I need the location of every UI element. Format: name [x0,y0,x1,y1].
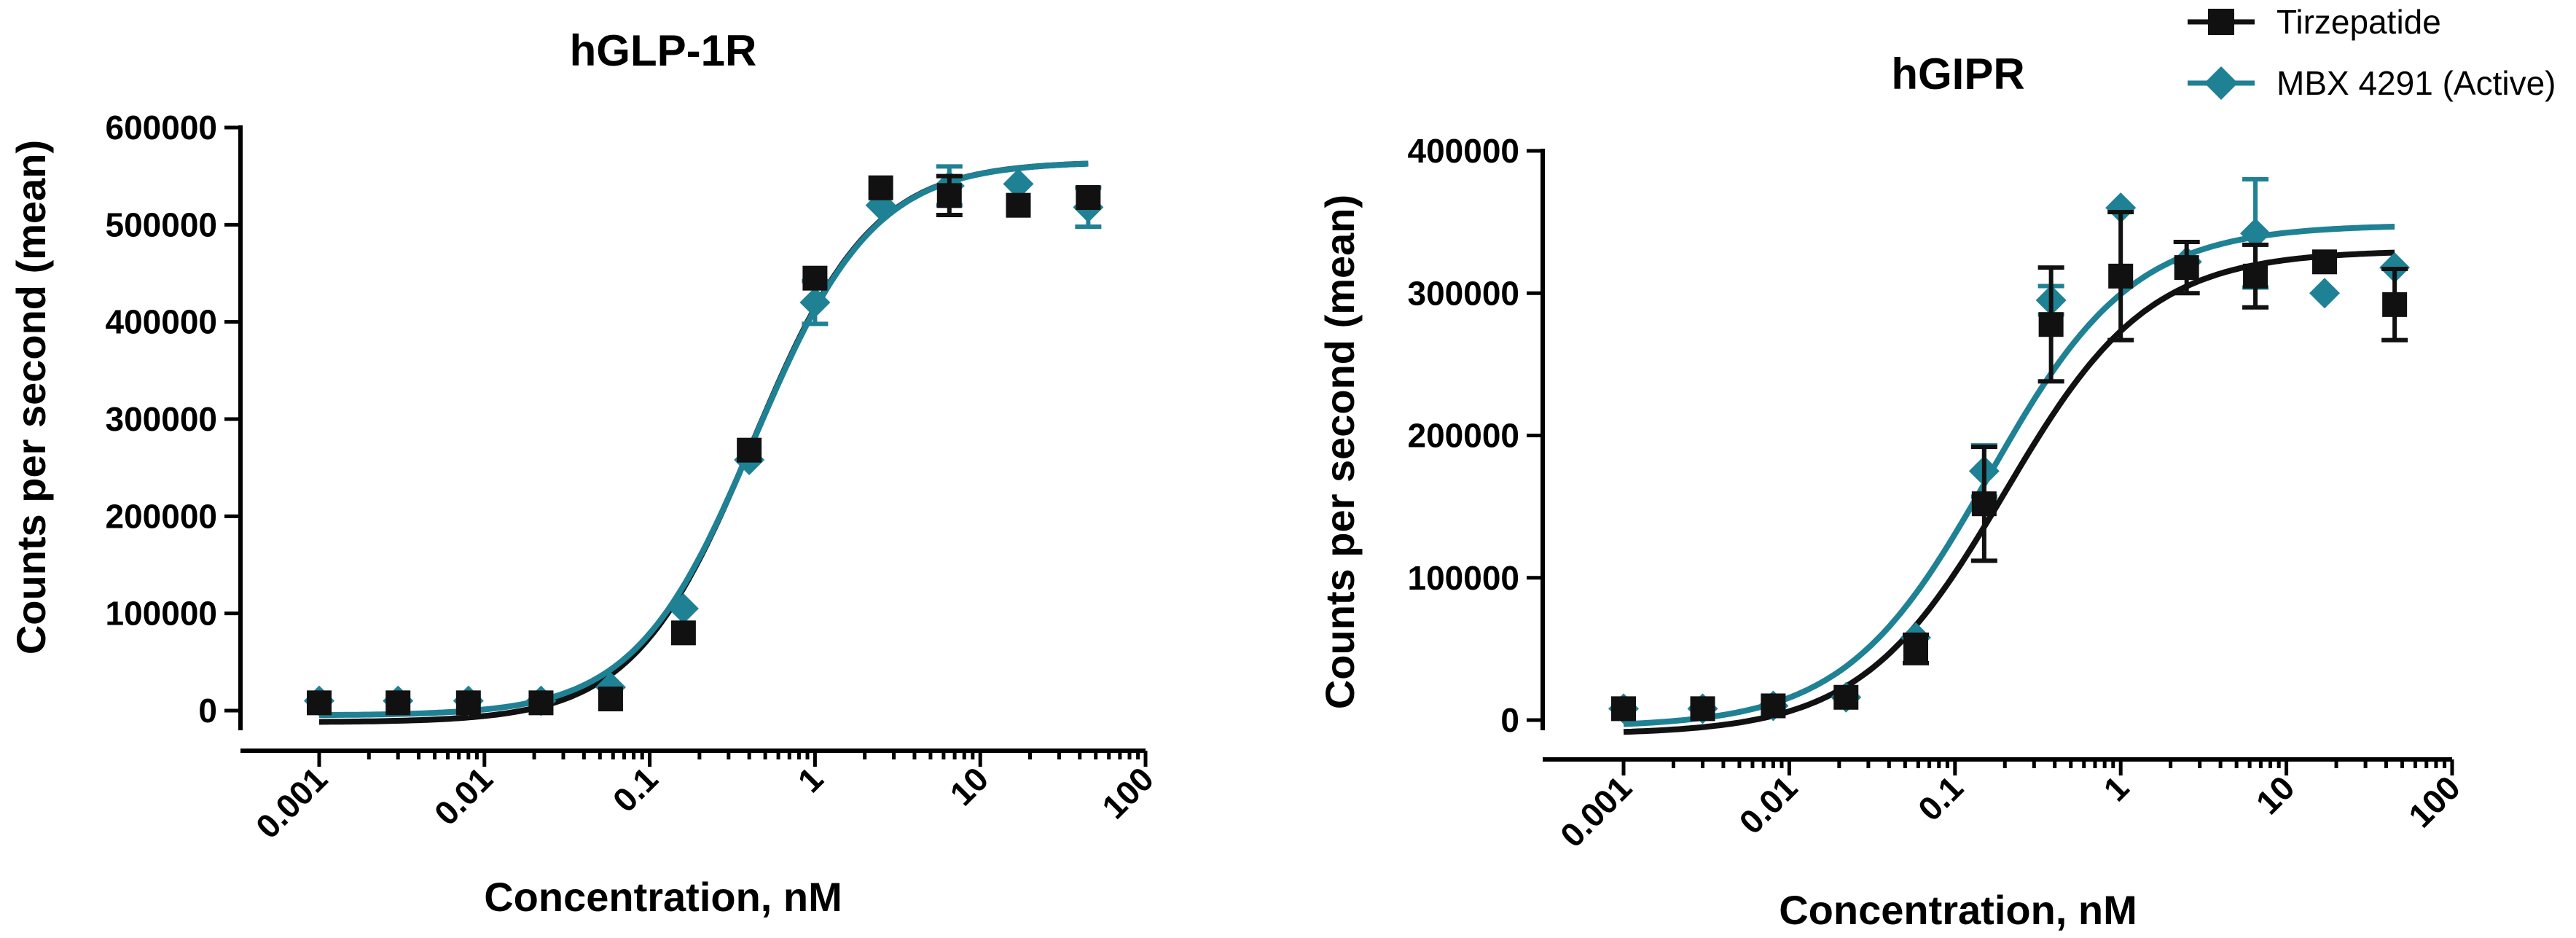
point-tirzepatide [936,183,962,208]
y-tick-label: 400000 [1408,132,1520,170]
point-tirzepatide [1611,696,1636,722]
legend-label-mbx4291: MBX 4291 (Active) [2276,64,2556,102]
x-tick-label: 100 [1095,759,1161,826]
point-tirzepatide [598,687,623,711]
point-tirzepatide [2174,255,2199,281]
x-tick-label: 0.01 [1731,768,1804,841]
point-tirzepatide [802,265,828,291]
point-tirzepatide [1076,185,1101,210]
point-tirzepatide [2243,263,2268,289]
x-tick-label: 0.01 [427,759,500,832]
y-tick-label: 300000 [106,400,218,438]
plot-area: 0 100000 200000 300000 400000 0.001 0.01 0.1 1 10… [1408,132,2468,854]
point-tirzepatide [307,690,332,716]
fit-curve-tirzepatide [1623,249,2395,735]
point-tirzepatide [1761,693,1786,719]
y-axis-label: Counts per second (mean) [8,140,54,654]
point-tirzepatide [2312,249,2338,275]
chart-title: hGLP-1R [570,26,757,75]
point-tirzepatide [2382,292,2408,317]
y-axis-label: Counts per second (mean) [1317,195,1363,709]
point-mbx-4291-active- [2240,218,2271,249]
x-tick-label: 1 [2096,768,2136,808]
point-mbx-4291-active- [668,593,699,624]
point-tirzepatide [1006,192,1031,218]
point-tirzepatide [1971,491,1997,517]
y-tick-label: 0 [1500,701,1519,739]
y-tick-label: 200000 [1408,417,1520,455]
point-mbx-4291-active- [2309,278,2341,309]
x-axis-label: Concentration, nM [1779,887,2137,933]
x-tick-label: 100 [2401,768,2467,835]
point-tirzepatide [868,175,893,200]
point-mbx-4291-active- [1003,168,1034,200]
x-tick-label: 0.1 [1911,768,1970,828]
point-tirzepatide [1833,684,1859,710]
fit-curve-tirzepatide [318,160,1089,725]
fit-curve-mbx-4291-active- [319,160,1089,719]
x-axis-label: Concentration, nM [484,874,842,920]
point-tirzepatide [1903,636,1929,662]
chart-hgipr: hGIPR Concentration, nM Counts per secon… [1317,50,2467,933]
legend-entry-tirzepatide: Tirzepatide [2188,3,2441,41]
point-tirzepatide [1690,696,1715,722]
point-tirzepatide [528,690,554,716]
point-tirzepatide [670,620,696,646]
point-mbx-4291-active- [2105,192,2137,224]
x-tick-label: 0.001 [248,759,334,845]
y-tick-label: 400000 [106,303,218,341]
y-tick-label: 100000 [1408,559,1520,597]
y-tick-label: 500000 [106,206,218,243]
y-tick-label: 600000 [106,109,218,146]
point-tirzepatide [2038,312,2064,337]
point-mbx-4291-active- [799,287,831,318]
point-tirzepatide [737,437,762,463]
chart-title: hGIPR [1891,50,2024,98]
fit-curve-mbx-4291-active- [1623,224,2395,727]
x-tick-label: 10 [942,759,995,813]
legend: Tirzepatide MBX 4291 (Active) [2188,3,2556,102]
x-tick-label: 1 [791,759,831,800]
legend-marker-diamond [2204,66,2238,100]
y-tick-label: 100000 [106,595,218,633]
x-tick-label: 10 [2249,768,2302,821]
x-tick-label: 0.001 [1553,768,1639,854]
y-tick-label: 0 [198,692,217,730]
point-tirzepatide [385,690,411,716]
y-tick-label: 200000 [106,497,218,535]
legend-entry-mbx4291: MBX 4291 (Active) [2188,64,2556,102]
plot-area: 0 100000 200000 300000 400000 500000 600000 0.0… [106,109,1162,845]
point-tirzepatide [2108,263,2134,289]
legend-marker-square [2208,9,2234,35]
chart-hglp1r: hGLP-1R Concentration, nM Counts per sec… [8,26,1161,920]
x-tick-label: 0.1 [606,759,665,819]
legend-label-tirzepatide: Tirzepatide [2276,3,2441,41]
y-tick-label: 300000 [1408,274,1520,312]
point-tirzepatide [455,690,481,716]
